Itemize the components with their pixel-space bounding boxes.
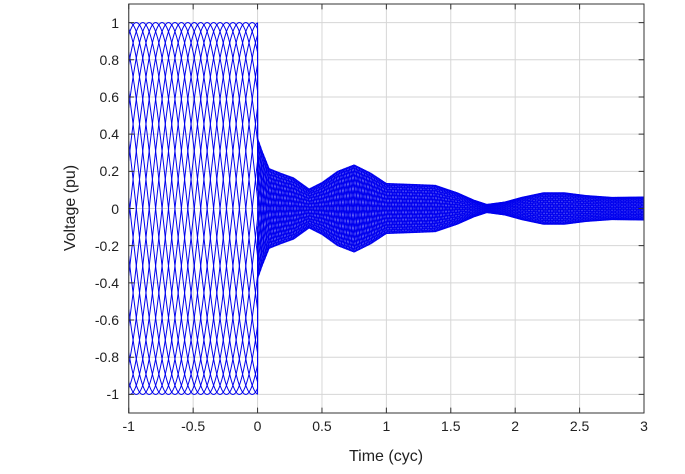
- y-tick-label: 0.8: [99, 51, 119, 68]
- x-tick-label: 0.5: [312, 418, 332, 434]
- x-tick-label: 3: [640, 418, 648, 434]
- y-axis-title: Voltage (pu): [62, 164, 79, 252]
- y-tick-label: 0.4: [99, 126, 119, 143]
- x-tick-label: -0.5: [181, 418, 206, 434]
- y-tick-label: -0.6: [94, 312, 119, 329]
- x-tick-label: 2.5: [569, 418, 590, 434]
- x-axis-title: Time (cyc): [348, 448, 424, 465]
- x-tick-label: -1: [122, 418, 135, 434]
- x-tick-label: 1.5: [441, 418, 461, 434]
- y-tick-label: 0.2: [99, 163, 119, 180]
- x-tick-label: 0: [253, 418, 262, 434]
- y-tick-label: 0: [111, 200, 119, 217]
- y-tick-label: 1: [111, 14, 119, 31]
- x-tick-label: 1: [382, 418, 391, 434]
- y-tick-label: -0.8: [94, 349, 119, 366]
- x-tick-label: 2: [511, 418, 520, 434]
- y-tick-label: -0.2: [94, 237, 119, 254]
- y-tick-label: -1: [106, 386, 119, 403]
- y-tick-label: 0.6: [99, 88, 119, 105]
- y-tick-label: -0.4: [94, 274, 119, 291]
